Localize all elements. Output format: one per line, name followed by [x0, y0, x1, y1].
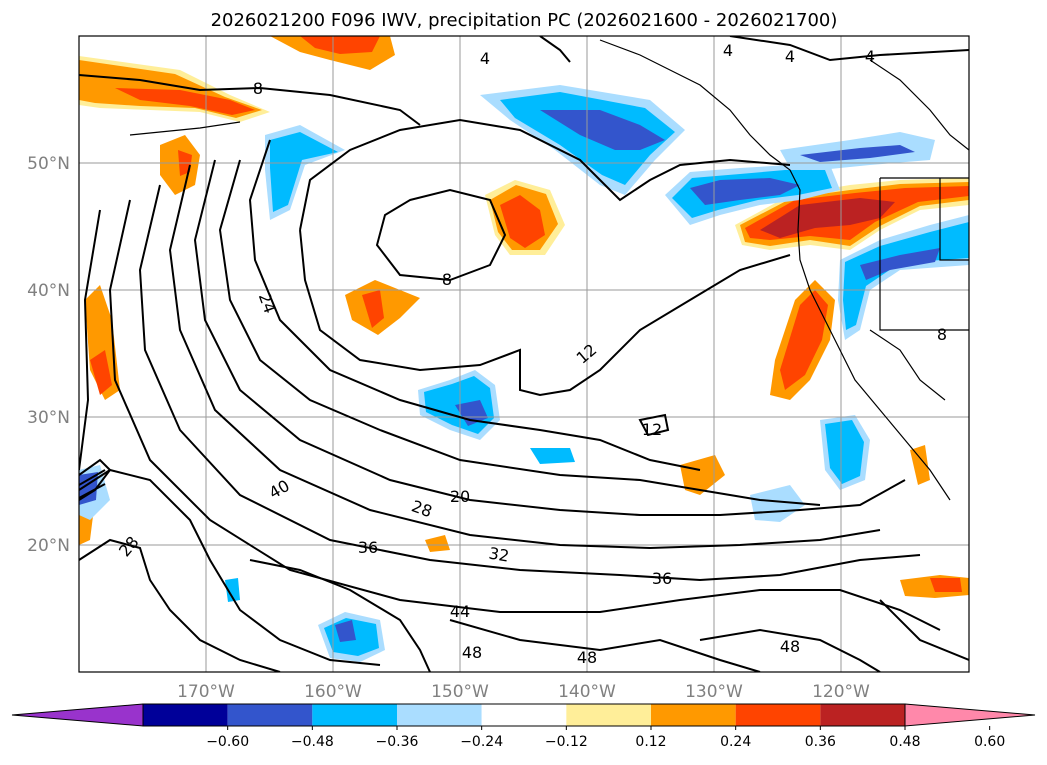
colorbar-segment [227, 704, 313, 726]
map-panel: 4 4 4 4 8 8 8 24 12 12 20 28 28 32 36 36… [79, 36, 969, 672]
precip-negative-region [270, 132, 338, 212]
colorbar-segment [735, 704, 821, 726]
contour-label: 12 [642, 420, 662, 439]
lat-label: 20°N [27, 536, 70, 556]
colorbar-segment [566, 704, 651, 726]
precip-negative-region [530, 448, 575, 464]
contour-label: 48 [780, 637, 800, 656]
colorbar-tick-label: 0.24 [720, 734, 751, 750]
precip-negative-core [455, 400, 488, 426]
colorbar-tick-label: −0.60 [206, 734, 249, 750]
contour-label: 36 [652, 569, 672, 588]
colorbar-tick-label: −0.36 [376, 734, 419, 750]
precip-positive-core [930, 578, 962, 592]
colorbar-segment [312, 704, 397, 726]
precip-negative-core [800, 145, 915, 162]
lon-label: 140°W [558, 682, 616, 702]
colorbar-segment [481, 704, 567, 726]
colorbar-tick-label: 0.48 [889, 734, 920, 750]
precip-positive-region [425, 535, 450, 552]
lon-label: 130°W [685, 682, 743, 702]
colorbar: −0.60 −0.48 −0.36 −0.24 −0.12 0.12 0.24 0.36 0.4… [11, 703, 1036, 750]
colorbar-under-triangle [11, 703, 144, 727]
contour-label: 20 [450, 487, 470, 506]
coastline-layer [129, 39, 969, 501]
contour-label: 32 [487, 543, 510, 565]
colorbar-segment [651, 704, 736, 726]
contour-label: 4 [865, 47, 875, 66]
contour-label: 4 [480, 49, 490, 68]
colorbar-segment [397, 704, 482, 726]
colorbar-segment [820, 704, 905, 726]
colorbar-tick-label: 0.12 [635, 734, 666, 750]
lat-label: 40°N [27, 281, 70, 301]
lon-label: 160°W [304, 682, 362, 702]
colorbar-outline [142, 703, 906, 727]
contour-label: 36 [358, 538, 378, 557]
contour-label: 8 [442, 270, 452, 289]
longitude-labels: 170°W 160°W 150°W 140°W 130°W 120°W [177, 682, 870, 702]
precip-negative-region [225, 578, 240, 602]
precip-positive-core [362, 290, 384, 328]
colorbar-segment [143, 704, 228, 726]
contour-label: 48 [462, 643, 482, 662]
lon-label: 170°W [177, 682, 235, 702]
lon-label: 150°W [431, 682, 489, 702]
colorbar-over-triangle [904, 703, 1036, 727]
contour-label: 8 [253, 79, 263, 98]
contour-label: 48 [577, 648, 597, 667]
contour-label: 44 [450, 602, 470, 621]
lon-label: 120°W [812, 682, 870, 702]
colorbar-tick-label: −0.24 [460, 734, 503, 750]
colorbar-tick-label: −0.12 [545, 734, 588, 750]
iwv-contour-layer [79, 36, 969, 672]
colorbar-tick-label: 0.60 [974, 734, 1005, 750]
colorbar-tick-label: 0.36 [805, 734, 836, 750]
colorbar-tick-label: −0.48 [291, 734, 334, 750]
precip-negative-core [540, 110, 665, 150]
lat-label: 50°N [27, 154, 70, 174]
map-title: 2026021200 F096 IWV, precipitation PC (2… [211, 10, 838, 31]
precip-positive-core [90, 350, 112, 395]
graticule-lines [79, 36, 969, 672]
lat-label: 30°N [27, 408, 70, 428]
precip-positive-core [500, 195, 545, 248]
precip-negative-core [335, 620, 356, 642]
contour-label: 8 [937, 325, 947, 344]
precip-negative-region [825, 420, 864, 484]
precip-negative-core [690, 178, 800, 205]
latitude-labels: 50°N 40°N 30°N 20°N [27, 154, 70, 556]
contour-label: 4 [785, 47, 795, 66]
contour-label: 4 [723, 41, 733, 60]
precip-positive-core [780, 290, 828, 390]
map-frame [78, 35, 970, 673]
precip-positive-core [115, 88, 255, 115]
precip-positive-core [300, 36, 380, 54]
precip-strong-positive-core [760, 198, 895, 238]
precip-positive-region [910, 445, 930, 485]
